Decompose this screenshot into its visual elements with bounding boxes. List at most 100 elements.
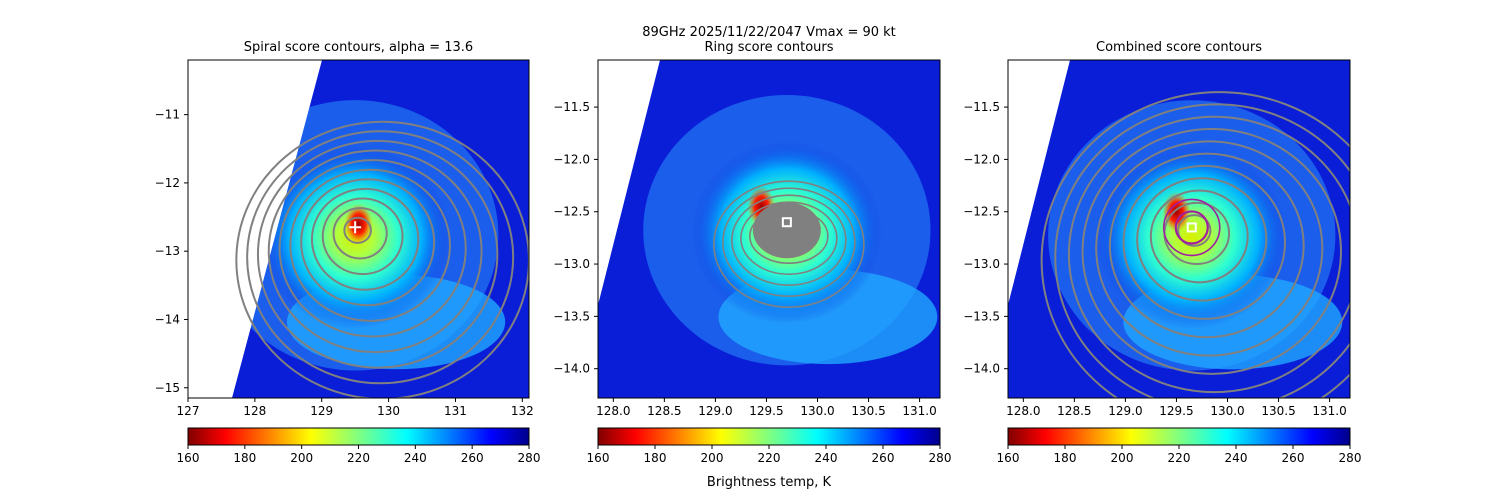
score-contour (1054, 103, 1350, 398)
x-tick-label: 131 (444, 404, 467, 418)
colorbar-tick-label: 260 (1282, 451, 1305, 465)
y-tick-label: −11 (155, 108, 180, 122)
x-tick-label: 127 (177, 404, 200, 418)
axes-frame (1007, 59, 1351, 399)
score-contour (321, 197, 404, 276)
y-tick-label: −12.0 (553, 152, 590, 166)
colorbar-tick-label: 260 (461, 451, 484, 465)
colorbar-tick-label: 220 (347, 451, 370, 465)
y-tick-label: −13.5 (553, 309, 590, 323)
colorbar-tick-label: 180 (1054, 451, 1077, 465)
colorbar: 160 180 200 220 240 260 280 (997, 427, 1362, 465)
score-contour (722, 187, 856, 297)
x-tick-label: 130.0 (800, 404, 834, 418)
x-tick-label: 131.0 (902, 404, 936, 418)
figure-suptitle: 89GHz 2025/11/22/2047 Vmax = 90 kt (642, 25, 896, 40)
colorbar-tick-label: 240 (1225, 451, 1248, 465)
score-contour (1136, 177, 1268, 302)
score-contour (332, 207, 388, 260)
no-data-region (188, 60, 322, 398)
panel-3: Combined score contours 128.0 128.5 129.0 12… (963, 40, 1362, 465)
coldest-cloud-top (344, 203, 373, 244)
y-tick-label: −12 (155, 176, 180, 190)
score-contour (300, 178, 436, 307)
score-contour (246, 130, 515, 385)
colorbar-tick-label: 280 (518, 451, 541, 465)
combined-score-contour (1162, 198, 1221, 257)
x-tick-label: 128 (243, 404, 266, 418)
panel-title: Ring score contours (704, 40, 833, 55)
colorbar-strip (597, 427, 941, 446)
axes-frame (187, 59, 530, 399)
colorbar-tick-label: 160 (997, 451, 1020, 465)
no-data-region (598, 60, 660, 305)
colorbar-tick-label: 160 (587, 451, 610, 465)
heatmap-field (598, 60, 940, 398)
colorbar-tick-label: 280 (1339, 451, 1362, 465)
score-contour (1081, 128, 1342, 375)
colorbar-tick-label: 200 (290, 451, 313, 465)
score-contour (749, 208, 829, 264)
score-contour (1149, 189, 1249, 284)
score-contour (1095, 140, 1324, 357)
x-tick-label: 129.0 (1108, 404, 1142, 418)
colorbar-tick-label: 160 (177, 451, 200, 465)
score-contour (310, 187, 420, 291)
score-contour (731, 194, 847, 286)
y-tick-label: −11.5 (963, 100, 1000, 114)
center-marker (1186, 222, 1197, 233)
x-tick-label: 129.0 (698, 404, 732, 418)
colorbar-tick-label: 240 (815, 451, 838, 465)
storm-core (1096, 146, 1288, 329)
x-tick-label: 128.5 (1057, 404, 1091, 418)
y-tick-label: −14 (155, 312, 180, 326)
x-tick-label: 130.5 (851, 404, 885, 418)
x-tick-label: 130.0 (1210, 404, 1244, 418)
colorbar-tick-label: 220 (1168, 451, 1191, 465)
no-data-region (1008, 60, 1070, 305)
colorbar-tick-label: 260 (872, 451, 895, 465)
axes-frame (597, 59, 941, 399)
y-tick-label: −12.5 (553, 205, 590, 219)
score-contour (1067, 115, 1350, 394)
colorbar-strip (187, 427, 530, 446)
panel-1: Spiral score contours, alpha = 13.6 127 12… (155, 40, 541, 465)
panel-2: Ring score contours 128.0 128.5 129.0 129.5 1… (553, 40, 951, 465)
y-tick-label: −11.5 (553, 100, 590, 114)
ring-score-blob (752, 202, 821, 259)
colorbar: 160 180 200 220 240 260 280 (587, 427, 952, 465)
score-contour (278, 159, 467, 338)
score-contour (1177, 214, 1212, 247)
x-tick-label: 130 (377, 404, 400, 418)
score-contour (343, 216, 372, 244)
score-contour (713, 180, 865, 308)
score-contour (1108, 152, 1305, 339)
x-tick-label: 131.0 (1312, 404, 1346, 418)
panel-title: Combined score contours (1096, 40, 1262, 55)
x-tick-label: 128.0 (596, 404, 630, 418)
colorbar-strip (1007, 427, 1351, 446)
y-tick-label: −13.0 (553, 257, 590, 271)
x-tick-label: 129.5 (749, 404, 783, 418)
score-contours (1040, 91, 1350, 398)
heatmap-field (1008, 60, 1350, 398)
center-marker (781, 217, 792, 228)
coldest-cloud-top (1162, 191, 1191, 232)
heatmap-field (188, 60, 529, 398)
y-tick-label: −13 (155, 244, 180, 258)
x-tick-label: 129.5 (1159, 404, 1193, 418)
colorbar-label: Brightness temp, K (707, 475, 832, 490)
y-tick-label: −13.5 (963, 309, 1000, 323)
colorbar-tick-label: 220 (758, 451, 781, 465)
x-tick-label: 132 (511, 404, 534, 418)
y-tick-label: −12.5 (963, 205, 1000, 219)
colorbar-tick-label: 280 (929, 451, 952, 465)
colorbar-tick-label: 180 (233, 451, 256, 465)
score-contour (740, 201, 838, 275)
panels: Spiral score contours, alpha = 13.6 127 12… (155, 40, 1362, 465)
y-tick-label: −14.0 (963, 362, 1000, 376)
colorbar-tick-label: 200 (1111, 451, 1134, 465)
score-contour (1122, 164, 1287, 320)
y-tick-label: −14.0 (553, 362, 590, 376)
